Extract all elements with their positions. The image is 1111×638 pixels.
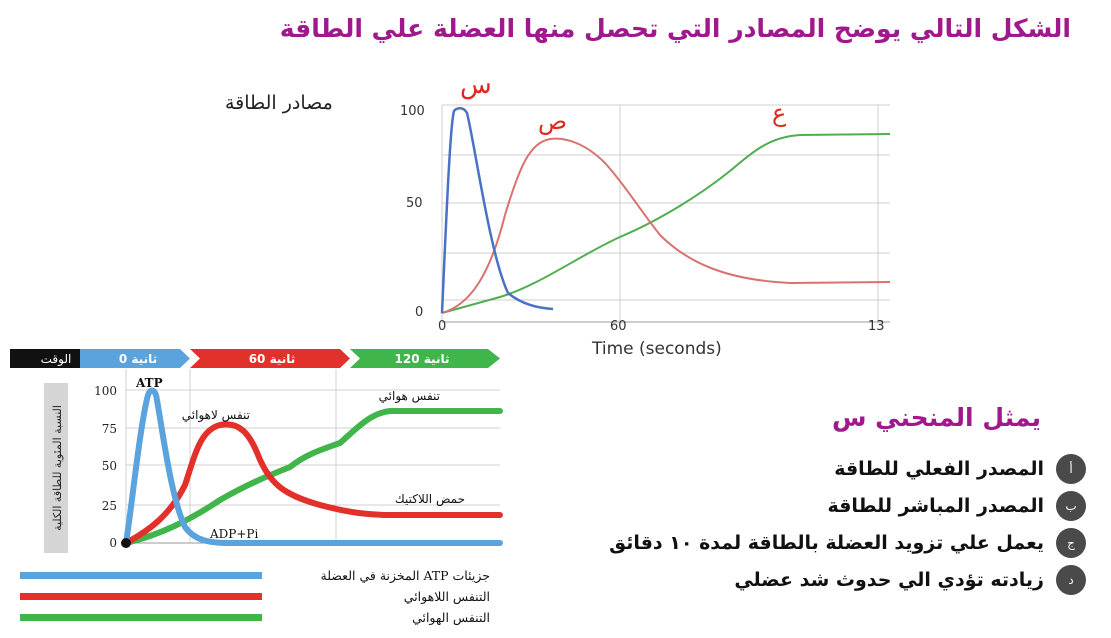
option-badge: ب — [1056, 490, 1086, 521]
y-tick-label: 100 — [94, 384, 117, 398]
x-tick-label: 60 — [610, 319, 627, 334]
answer-options: أ المصدر الفعلي للطاقة ب المصدر المباشر … — [566, 450, 1086, 598]
curve-atp — [123, 387, 503, 546]
energy-sources-chart: 100 50 0 0 60 13 Time (seconds) س ص ع — [370, 75, 910, 365]
answer-option-a[interactable]: أ المصدر الفعلي للطاقة — [566, 450, 1086, 487]
option-badge: د — [1056, 564, 1086, 595]
legend-swatch — [20, 572, 263, 579]
option-text: زيادته تؤدي الي حدوث شد عضلي — [734, 568, 1044, 591]
option-text: المصدر الفعلي للطاقة — [834, 457, 1044, 480]
curve-ain — [441, 133, 891, 314]
option-text: المصدر المباشر للطاقة — [827, 494, 1044, 517]
y-axis-label-box — [44, 383, 68, 553]
answer-option-d[interactable]: د زيادته تؤدي الي حدوث شد عضلي — [566, 561, 1086, 598]
timeline-label: 60 ثانية — [249, 352, 296, 366]
y-tick-label: 75 — [102, 422, 117, 436]
curve-label-adp: ADP+Pi — [209, 527, 258, 541]
energy-systems-chart: الوقت 0 ثانية 60 ثانية 120 ثانية النسبة … — [10, 345, 510, 555]
option-badge: ج — [1056, 527, 1086, 558]
legend-item: التنفس الهوائي — [20, 607, 490, 628]
curve-label-sad: ص — [538, 107, 567, 135]
x-tick-label: 13 — [868, 319, 885, 334]
timeline-label: 120 ثانية — [395, 352, 450, 366]
legend-item: التنفس اللاهوائي — [20, 586, 490, 607]
timeline-label: الوقت — [41, 352, 72, 367]
page-title: الشكل التالي يوضح المصادر التي تحصل منها… — [279, 14, 1071, 43]
y-tick-label: 50 — [406, 196, 423, 211]
energy-sources-label: مصادر الطاقة — [225, 92, 333, 114]
option-badge: أ — [1056, 453, 1086, 484]
legend-label: جزيئات ATP المخزنة في العضلة — [320, 568, 491, 583]
timeline-label: 0 ثانية — [119, 352, 157, 366]
curve-label-s: س — [460, 75, 492, 100]
y-tick-label: 50 — [102, 459, 117, 473]
curve-label-anaerobic: تنفس لاهوائي — [182, 408, 250, 423]
curve-label-ain: ع — [772, 99, 787, 127]
option-text: يعمل علي تزويد العضلة بالطاقة لمدة ١٠ دق… — [609, 531, 1044, 554]
y-tick-label: 100 — [400, 104, 425, 119]
timeline-segment-120 — [350, 349, 500, 368]
y-tick-label: 25 — [102, 499, 117, 513]
answer-option-b[interactable]: ب المصدر المباشر للطاقة — [566, 487, 1086, 524]
curve-s — [440, 107, 554, 314]
x-axis-label: Time (seconds) — [591, 339, 722, 359]
timeline-segment-60 — [190, 349, 350, 368]
y-tick-label: 0 — [109, 536, 117, 550]
curve-sad — [441, 137, 891, 314]
question-title: يمثل المنحني س — [831, 403, 1041, 432]
legend-swatch — [20, 614, 263, 621]
curve-label-aerobic: تنفس هوائي — [379, 389, 440, 404]
legend-item: جزيئات ATP المخزنة في العضلة — [20, 565, 490, 586]
y-axis-label: النسبة المئوية للطاقة الكلية — [51, 405, 64, 531]
curve-label-lactic: حمض اللاكتيك — [395, 492, 465, 507]
legend-label: التنفس الهوائي — [412, 610, 490, 625]
chart-legend: جزيئات ATP المخزنة في العضلة التنفس اللا… — [20, 565, 490, 628]
origin-dot — [121, 538, 131, 548]
legend-swatch — [20, 593, 263, 600]
timeline-segment-0 — [80, 349, 190, 368]
timeline-time-segment — [10, 349, 80, 368]
y-tick-label: 0 — [415, 305, 423, 320]
x-tick-label: 0 — [438, 319, 446, 334]
answer-option-c[interactable]: ج يعمل علي تزويد العضلة بالطاقة لمدة ١٠ … — [566, 524, 1086, 561]
legend-label: التنفس اللاهوائي — [403, 589, 490, 604]
curve-label-atp: ATP — [135, 376, 163, 390]
